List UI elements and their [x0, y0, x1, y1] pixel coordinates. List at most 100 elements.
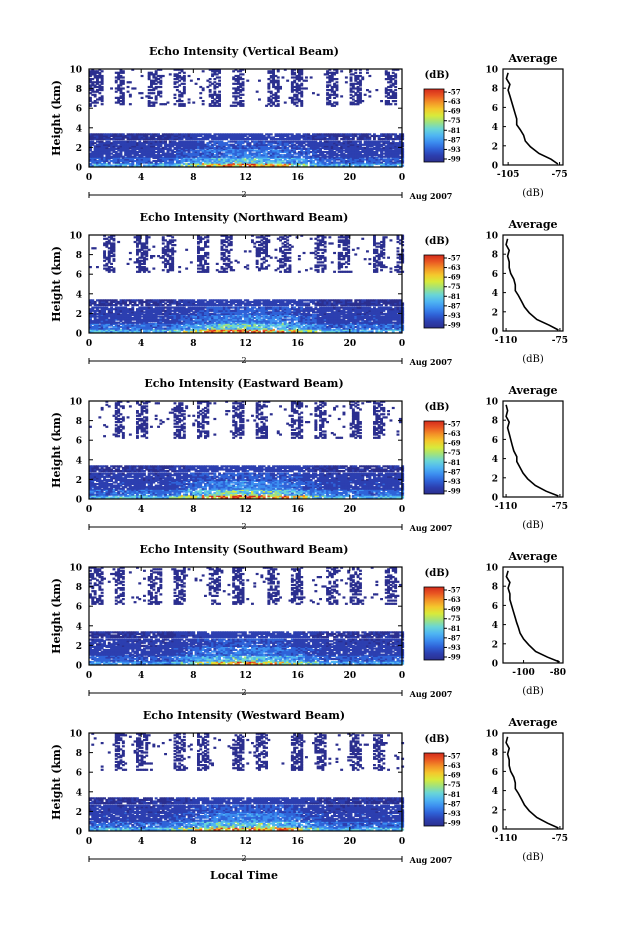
heatmap-cell: [201, 155, 205, 158]
heatmap-cell: [302, 152, 306, 155]
heatmap-cell: [380, 100, 383, 103]
heatmap-cell: [344, 143, 348, 146]
colorbar-unit-label: (dB): [425, 236, 450, 247]
heatmap-cell: [180, 136, 184, 139]
heatmap-cell: [126, 138, 130, 141]
heatmap-cell: [323, 164, 327, 167]
heatmap-cell: [363, 162, 367, 166]
heatmap-cell: [232, 140, 236, 143]
heatmap-cell: [128, 136, 132, 139]
heatmap-cell: [337, 149, 341, 152]
heatmap-cell: [175, 149, 179, 152]
heatmap-cell: [340, 145, 344, 148]
heatmap-cell: [269, 150, 273, 154]
heatmap-cell: [145, 152, 149, 155]
heatmap-cell: [154, 138, 158, 141]
heatmap-cell: [375, 142, 379, 145]
heatmap-cell: [126, 158, 130, 161]
heatmap-cell: [337, 164, 341, 167]
heatmap-cell: [236, 152, 240, 155]
heatmap-cell: [119, 142, 123, 145]
heatmap-cell: [258, 161, 261, 164]
colorbar: [423, 88, 445, 163]
heatmap-cell: [286, 161, 290, 164]
heatmap-cell: [150, 155, 153, 158]
heatmap-cell: [354, 154, 358, 157]
heatmap-cell: [356, 140, 360, 143]
heatmap-cell: [103, 145, 106, 148]
heatmap-cell: [351, 143, 355, 146]
heatmap-cell: [211, 156, 214, 159]
heatmap-cell: [194, 149, 198, 152]
heatmap-cell: [290, 164, 294, 167]
heatmap-cell: [269, 142, 273, 145]
heatmap-cell: [96, 154, 99, 157]
heatmap-cell: [124, 154, 128, 157]
heatmap-cell: [387, 138, 390, 141]
heatmap-cell: [302, 158, 306, 161]
heatmap-cell: [213, 159, 217, 163]
heatmap-cell: [309, 140, 313, 143]
heatmap-cell: [286, 140, 290, 143]
heatmap-cell: [295, 155, 299, 158]
heatmap-cell: [262, 152, 266, 155]
heatmap-cell: [103, 150, 106, 154]
heatmap-cell: [204, 161, 207, 164]
heatmap-cell: [227, 164, 231, 167]
heatmap-cell: [114, 143, 118, 146]
heatmap-cell: [321, 158, 325, 161]
heatmap-cell: [93, 142, 97, 145]
heatmap-cell: [255, 149, 259, 152]
heatmap-cell: [283, 155, 287, 158]
heatmap-cell: [234, 156, 238, 159]
heatmap-cell: [133, 150, 137, 154]
heatmap-cell: [260, 156, 264, 159]
heatmap-cell: [91, 155, 95, 158]
heatmap-cell: [258, 145, 261, 148]
heatmap-cell: [187, 98, 191, 101]
heatmap-cell: [204, 152, 207, 155]
heatmap-cell: [391, 138, 395, 141]
heatmap-cell: [297, 155, 301, 158]
heatmap-cell: [140, 145, 144, 148]
heatmap-cell: [356, 150, 360, 154]
heatmap-cell: [194, 155, 198, 158]
heatmap-cell: [117, 158, 121, 161]
heatmap-cell: [204, 158, 207, 161]
heatmap-cell: [361, 138, 365, 141]
heatmap-cell: [91, 142, 95, 145]
heatmap-cell: [114, 158, 118, 161]
heatmap-cell: [267, 159, 271, 163]
heatmap-cell: [204, 162, 207, 166]
heatmap-cell: [89, 142, 92, 145]
heatmap-cell: [293, 152, 297, 155]
heatmap-cell: [253, 142, 257, 145]
heatmap-cell: [197, 152, 200, 155]
heatmap-cell: [394, 100, 398, 103]
heatmap-cell: [391, 150, 395, 154]
heatmap-cell: [347, 145, 351, 148]
heatmap-cell: [136, 162, 139, 166]
heatmap-cell: [361, 143, 365, 146]
heatmap-cell: [126, 90, 130, 93]
heatmap-cell: [309, 159, 313, 163]
heatmap-cell: [290, 145, 294, 148]
heatmap-cell: [281, 146, 285, 149]
heatmap-cell: [321, 159, 325, 163]
heatmap-cell: [197, 149, 200, 152]
heatmap-cell: [136, 158, 139, 161]
heatmap-cell: [260, 155, 264, 158]
heatmap-cell: [171, 149, 175, 152]
heatmap-cell: [297, 150, 301, 154]
heatmap-cell: [398, 164, 402, 167]
heatmap-cell: [152, 142, 156, 145]
heatmap-cell: [114, 154, 118, 157]
heatmap-cell: [112, 143, 116, 146]
heatmap-cell: [373, 159, 376, 163]
heatmap-cell: [288, 149, 292, 152]
heatmap-cell: [321, 161, 325, 164]
heatmap-cell: [218, 155, 221, 158]
heatmap-cell: [356, 161, 360, 164]
heatmap-cell: [305, 154, 308, 157]
heatmap-cell: [283, 158, 287, 161]
